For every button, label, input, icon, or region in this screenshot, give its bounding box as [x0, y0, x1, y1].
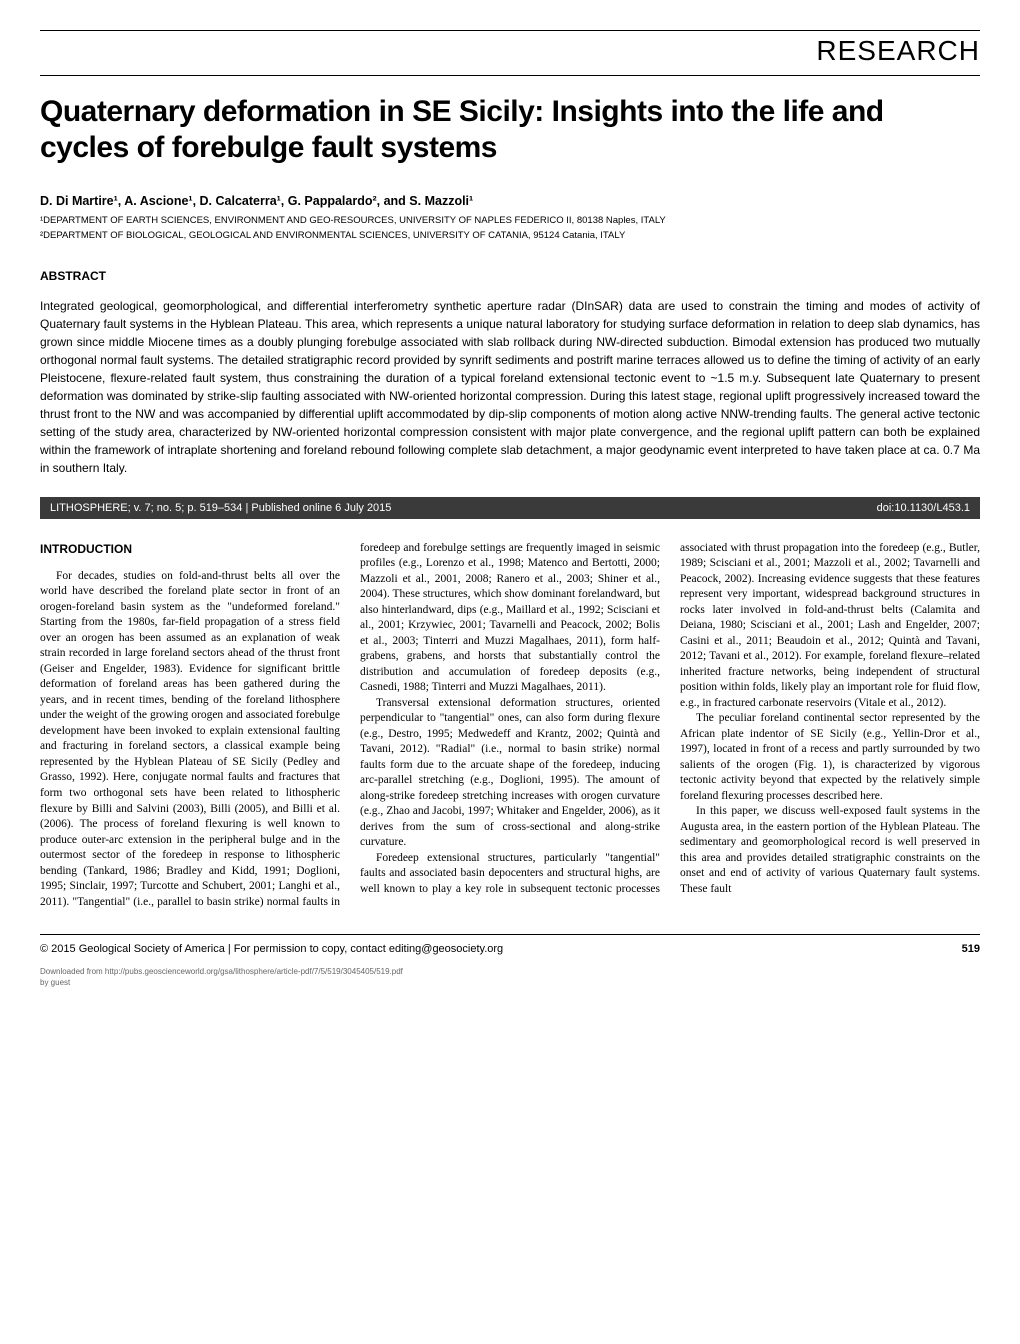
research-label: RESEARCH [40, 35, 980, 67]
authors-line: D. Di Martire¹, A. Ascione¹, D. Calcater… [40, 194, 980, 208]
download-note: Downloaded from http://pubs.geosciencewo… [40, 967, 980, 988]
footer-rule [40, 934, 980, 935]
download-by: by guest [40, 978, 980, 988]
intro-paragraph-2: Transversal extensional deformation stru… [360, 696, 660, 851]
intro-paragraph-4: The peculiar foreland continental sector… [680, 711, 980, 804]
citation-doi: doi:10.1130/L453.1 [877, 502, 970, 514]
introduction-header: INTRODUCTION [40, 541, 340, 557]
copyright-text: © 2015 Geological Society of America | F… [40, 943, 503, 955]
title-rule [40, 75, 980, 76]
citation-bar: LITHOSPHERE; v. 7; no. 5; p. 519–534 | P… [40, 497, 980, 519]
abstract-header: ABSTRACT [40, 269, 980, 283]
download-url: Downloaded from http://pubs.geosciencewo… [40, 967, 980, 977]
affiliation-2: ²DEPARTMENT OF BIOLOGICAL, GEOLOGICAL AN… [40, 229, 980, 242]
page-number: 519 [962, 943, 980, 955]
abstract-text: Integrated geological, geomorphological,… [40, 297, 980, 477]
body-columns: INTRODUCTION For decades, studies on fol… [40, 541, 980, 911]
affiliation-1: ¹DEPARTMENT OF EARTH SCIENCES, ENVIRONME… [40, 214, 980, 227]
footer: © 2015 Geological Society of America | F… [40, 943, 980, 955]
intro-paragraph-5: In this paper, we discuss well-exposed f… [680, 804, 980, 897]
citation-left: LITHOSPHERE; v. 7; no. 5; p. 519–534 | P… [50, 502, 391, 514]
article-title: Quaternary deformation in SE Sicily: Ins… [40, 94, 980, 166]
header-rule [40, 30, 980, 31]
